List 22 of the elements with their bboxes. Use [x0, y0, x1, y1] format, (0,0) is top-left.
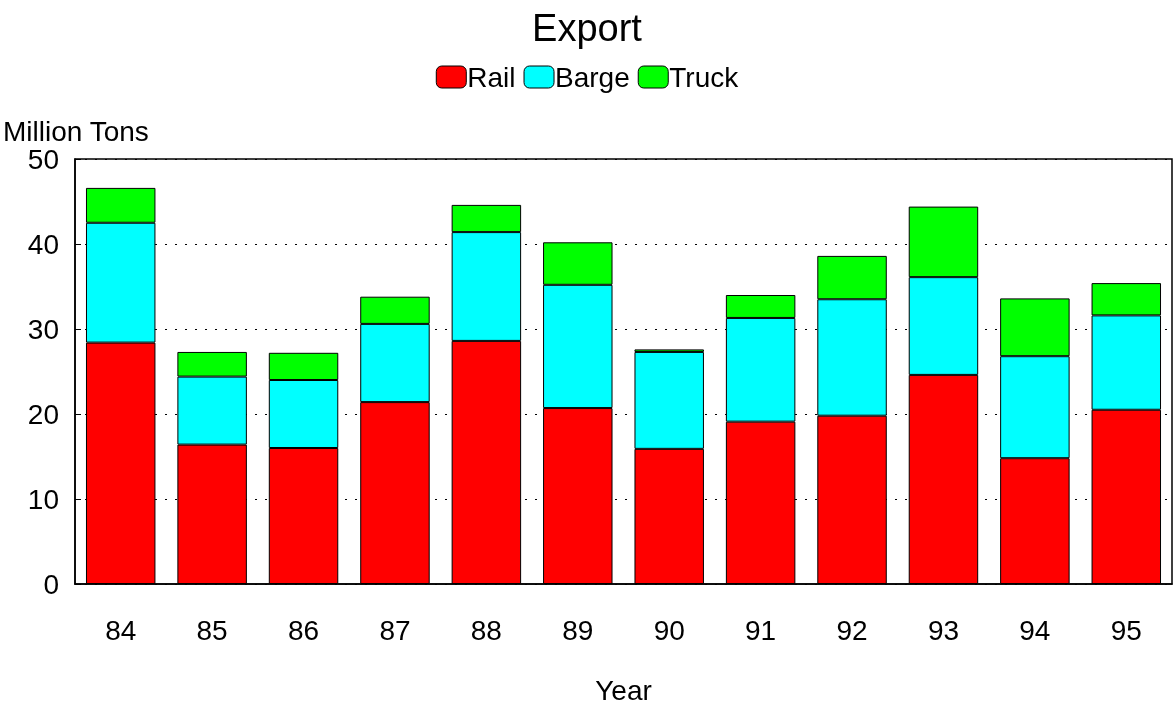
y-tick-label: 20 — [27, 398, 59, 430]
x-tick-label: 92 — [836, 614, 868, 646]
x-tick-label: 87 — [379, 614, 411, 646]
x-tick-label: 84 — [105, 614, 137, 646]
x-tick-label: 93 — [927, 614, 960, 646]
x-tick-label: 89 — [562, 614, 594, 646]
x-tick-label: 95 — [1110, 614, 1142, 646]
legend-label: Barge — [555, 61, 630, 93]
x-tick-label: 86 — [287, 614, 320, 646]
y-tick-label: 0 — [43, 568, 59, 600]
legend-label: Rail — [467, 61, 516, 93]
x-axis-title: Year — [595, 674, 652, 706]
y-tick-label: 10 — [27, 483, 59, 515]
x-tick-label: 88 — [470, 614, 502, 646]
x-tick-label: 94 — [1019, 614, 1051, 646]
x-tick-label: 85 — [196, 614, 228, 646]
x-tick-label: 90 — [653, 614, 685, 646]
y-tick-label: 30 — [27, 313, 59, 345]
x-tick-label: 91 — [745, 614, 777, 646]
legend-label: Truck — [669, 61, 740, 93]
chart-title: Export — [532, 7, 643, 49]
y-tick-label: 40 — [27, 228, 59, 260]
